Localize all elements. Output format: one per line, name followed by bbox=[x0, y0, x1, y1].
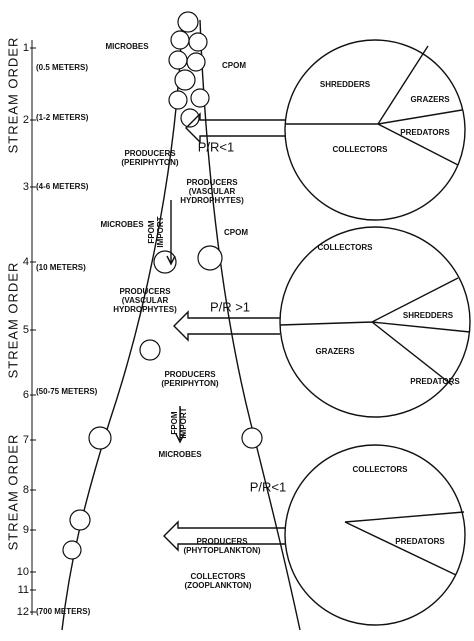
annotation: IMPORT bbox=[156, 216, 165, 247]
consumer-circles bbox=[279, 39, 471, 626]
stream-width: (50-75 METERS) bbox=[36, 387, 98, 396]
riparian-canopy bbox=[62, 11, 263, 560]
stream-order-number: 5 bbox=[23, 324, 29, 336]
stream-order-number: 8 bbox=[23, 484, 29, 496]
stream-width: (4-6 METERS) bbox=[36, 182, 89, 191]
annotation: FPOM bbox=[147, 220, 156, 243]
annotation: (VASCULAR bbox=[122, 296, 169, 305]
river-left-bank bbox=[61, 19, 183, 631]
stream-order-number: 10 bbox=[17, 566, 29, 578]
annotation: MICROBES bbox=[100, 220, 144, 229]
feeding-group: PREDATORS bbox=[410, 377, 460, 386]
stream-order-number: 12 bbox=[17, 606, 29, 618]
feeding-group: PREDATORS bbox=[400, 128, 450, 137]
feeding-group: SHREDDERS bbox=[320, 80, 371, 89]
annotation: IMPORT bbox=[179, 407, 188, 438]
stream-order-number: 9 bbox=[23, 524, 29, 536]
feeding-group: COLLECTORS bbox=[353, 465, 409, 474]
flow-arrows bbox=[163, 112, 285, 552]
axis-label: STREAM ORDER bbox=[5, 434, 20, 551]
stream-width: (0.5 METERS) bbox=[36, 63, 88, 72]
stream-order-number: 1 bbox=[23, 42, 29, 54]
feeding-group: SHREDDERS bbox=[403, 311, 454, 320]
annotation: FPOM bbox=[170, 411, 179, 434]
stream-order-number: 4 bbox=[23, 256, 29, 268]
stream-width: (10 METERS) bbox=[36, 263, 86, 272]
annotation: CPOM bbox=[222, 61, 246, 70]
annotation: P/R<1 bbox=[198, 139, 235, 154]
annotation: PRODUCERS bbox=[119, 287, 171, 296]
annotation: (PERIPHYTON) bbox=[121, 158, 179, 167]
annotation: (PERIPHYTON) bbox=[161, 379, 219, 388]
river-right-bank bbox=[199, 19, 301, 631]
feeding-group: PREDATORS bbox=[395, 537, 445, 546]
annotation: HYDROPHYTES) bbox=[180, 196, 244, 205]
annotation: MICROBES bbox=[158, 450, 202, 459]
annotation: PRODUCERS bbox=[186, 178, 238, 187]
feeding-group: COLLECTORS bbox=[318, 243, 374, 252]
annotation: PRODUCERS bbox=[124, 149, 176, 158]
annotation: (PHYTOPLANKTON) bbox=[183, 546, 260, 555]
axis-label: STREAM ORDER bbox=[5, 37, 20, 154]
annotation: COLLECTORS bbox=[191, 572, 247, 581]
stream-order-number: 3 bbox=[23, 181, 29, 193]
annotation: (VASCULAR bbox=[189, 187, 236, 196]
stream-order-number: 11 bbox=[18, 584, 29, 596]
annotation: CPOM bbox=[224, 228, 248, 237]
annotation: P/R >1 bbox=[210, 299, 250, 314]
annotation: MICROBES bbox=[105, 42, 149, 51]
feeding-group: COLLECTORS bbox=[333, 145, 389, 154]
feeding-group: GRAZERS bbox=[315, 347, 355, 356]
annotation: PRODUCERS bbox=[196, 537, 248, 546]
stream-width: (1-2 METERS) bbox=[36, 113, 89, 122]
annotation: PRODUCERS bbox=[164, 370, 216, 379]
axis-label: STREAM ORDER bbox=[5, 262, 20, 379]
annotation: P/R<1 bbox=[250, 479, 287, 494]
feeding-group: GRAZERS bbox=[410, 95, 450, 104]
annotation: HYDROPHYTES) bbox=[113, 305, 177, 314]
stream-order-number: 7 bbox=[23, 434, 29, 446]
annotation: (ZOOPLANKTON) bbox=[185, 581, 252, 590]
stream-order-number: 2 bbox=[23, 114, 29, 126]
stream-order-number: 6 bbox=[23, 389, 29, 401]
stream-width: (700 METERS) bbox=[36, 607, 91, 616]
